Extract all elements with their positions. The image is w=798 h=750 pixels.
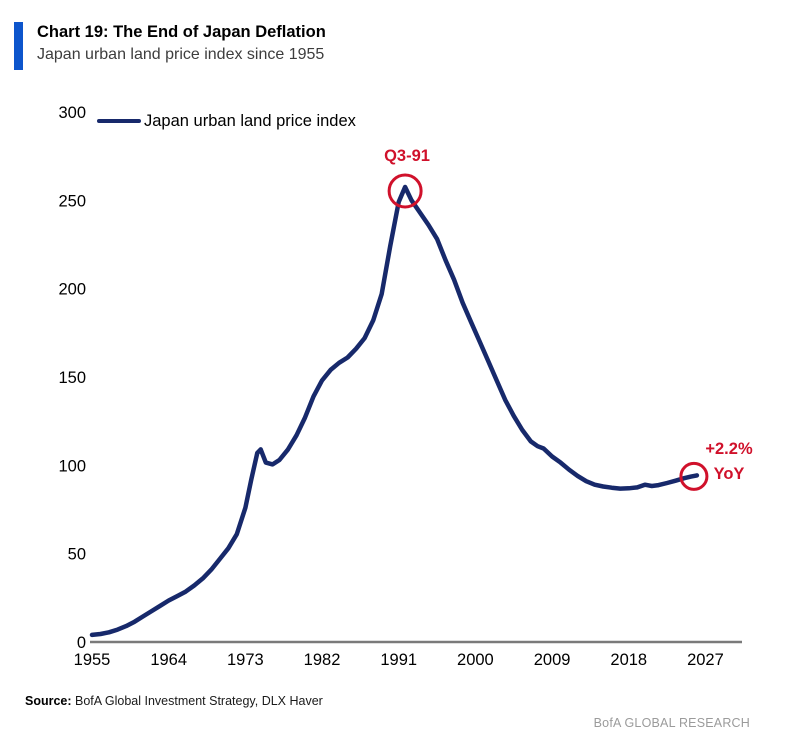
y-tick-label: 300 [58, 104, 86, 122]
end-annotation-line2: YoY [713, 465, 745, 483]
y-tick-label: 150 [58, 369, 86, 387]
legend-label: Japan urban land price index [144, 111, 356, 130]
end-annotation-label: +2.2% YoY [698, 437, 760, 487]
chart-title: Chart 19: The End of Japan Deflation [37, 23, 326, 41]
y-tick-label: 50 [68, 546, 86, 564]
x-tick-label: 2009 [534, 651, 571, 669]
y-tick-label: 200 [58, 281, 86, 299]
source-text: BofA Global Investment Strategy, DLX Hav… [71, 694, 323, 708]
x-tick-label: 1955 [74, 651, 111, 669]
end-circle-marker [679, 461, 709, 491]
source-label: Source: [25, 694, 72, 708]
y-tick-label: 250 [58, 192, 86, 210]
peak-annotation-label: Q3-91 [384, 147, 430, 165]
x-tick-label: 1964 [150, 651, 187, 669]
y-tick-label: 0 [77, 634, 86, 652]
end-annotation-line1: +2.2% [705, 440, 753, 458]
legend-line-swatch [97, 118, 141, 124]
y-tick-label: 100 [58, 457, 86, 475]
chart-subtitle: Japan urban land price index since 1955 [37, 46, 325, 63]
x-tick-label: 1982 [304, 651, 341, 669]
x-tick-label: 2018 [610, 651, 647, 669]
peak-circle-marker [387, 173, 423, 209]
x-tick-label: 2027 [687, 651, 724, 669]
x-tick-label: 2000 [457, 651, 494, 669]
price-index-line [89, 184, 700, 638]
title-accent-bar [14, 22, 23, 70]
legend: Japan urban land price index [97, 112, 356, 130]
x-tick-label: 1973 [227, 651, 264, 669]
source-note: Source: BofA Global Investment Strategy,… [25, 694, 323, 708]
x-tick-label: 1991 [380, 651, 417, 669]
brand-footer: BofA GLOBAL RESEARCH [593, 716, 750, 730]
